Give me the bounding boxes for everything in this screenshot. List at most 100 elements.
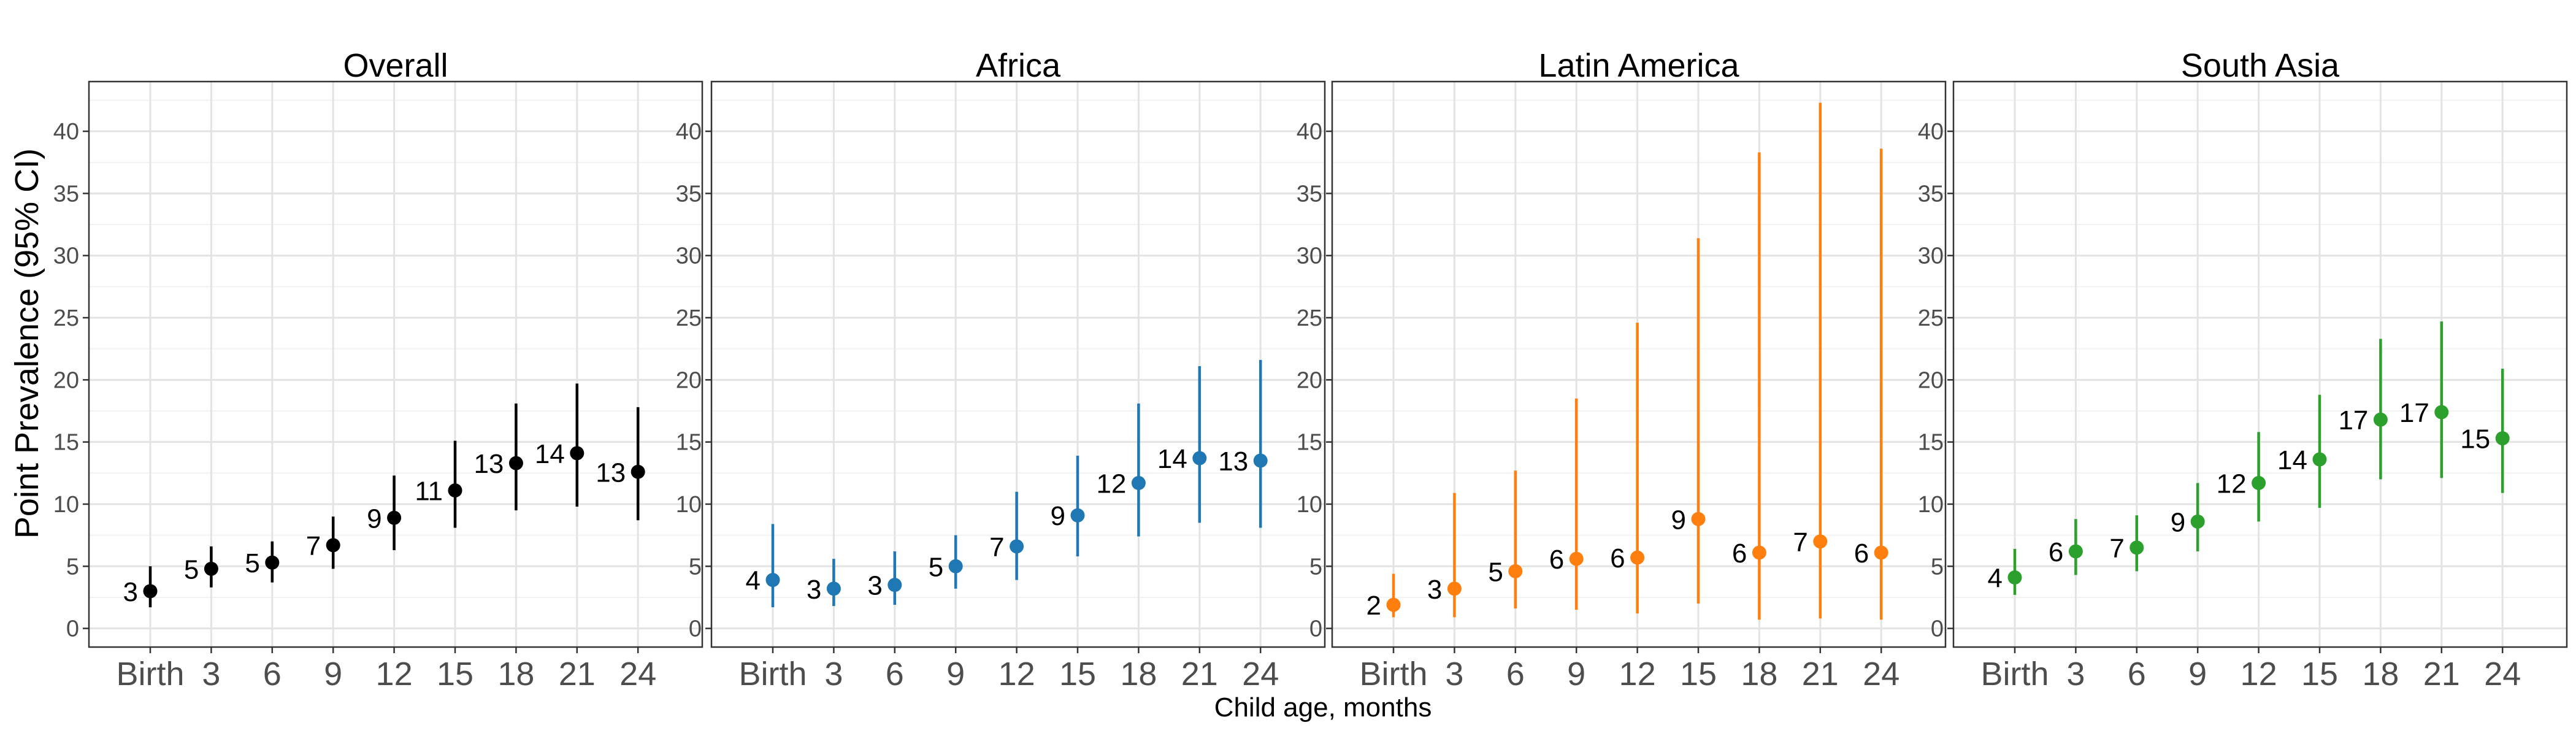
x-tick-label: 12 (2241, 656, 2277, 692)
data-point (1630, 550, 1645, 565)
data-point (143, 584, 158, 599)
y-tick-label: 20 (676, 367, 702, 393)
y-tick-label: 25 (53, 305, 79, 331)
panel-border (1331, 80, 1947, 648)
data-label: 3 (1427, 575, 1442, 605)
y-tick-label: 40 (676, 119, 702, 145)
data-label: 13 (596, 458, 626, 488)
y-tick-label: 25 (1918, 305, 1944, 331)
panel-south-asia: South Asia 0 5 10 15 20 25 30 35 40 Birth 3 6 9 12 15 18… (1918, 47, 2568, 692)
data-point (1874, 545, 1888, 560)
data-label: 17 (2399, 398, 2429, 428)
x-tick-label: Birth (116, 656, 184, 692)
x-tick-label: 15 (1059, 656, 1096, 692)
x-tick-label: 3 (824, 656, 843, 692)
panel-border (1952, 80, 2568, 648)
data-point (1070, 508, 1085, 523)
x-tick-label: 15 (437, 656, 473, 692)
y-tick-label: 30 (53, 243, 79, 269)
x-tick-label: 24 (619, 656, 656, 692)
y-tick-label: 20 (1918, 367, 1944, 393)
data-point (2068, 544, 2083, 559)
x-tick-label: 24 (1242, 656, 1279, 692)
data-label: 15 (2460, 424, 2490, 454)
x-tick-label: 21 (2423, 656, 2460, 692)
data-label: 6 (2049, 537, 2063, 567)
data-label: 12 (1096, 469, 1126, 499)
panel-border (88, 80, 703, 648)
panel-title: South Asia (2181, 47, 2340, 84)
y-tick-label: 30 (1918, 243, 1944, 269)
data-point (1010, 539, 1024, 554)
data-point (204, 561, 218, 576)
data-label: 7 (1793, 527, 1807, 558)
data-point (2252, 476, 2266, 491)
x-axis-title: Child age, months (1214, 692, 1432, 723)
x-tick-label: 24 (2484, 656, 2521, 692)
data-point (2373, 412, 2388, 427)
x-tick-label: 3 (2066, 656, 2085, 692)
x-tick-label: 21 (1181, 656, 1218, 692)
data-label: 6 (1610, 543, 1625, 573)
data-point (1386, 597, 1401, 612)
data-label: 13 (473, 449, 504, 479)
data-label: 3 (123, 577, 138, 607)
y-tick-label: 25 (676, 305, 702, 331)
data-label: 4 (746, 566, 761, 596)
x-tick-label: 18 (2362, 656, 2399, 692)
panel-title: Latin America (1538, 47, 1739, 84)
x-tick-label: 15 (2301, 656, 2338, 692)
data-label: 9 (367, 504, 381, 534)
y-tick-label: 25 (1297, 305, 1322, 331)
data-point (2190, 514, 2205, 529)
data-point (1813, 534, 1828, 549)
data-point (1691, 512, 1706, 526)
y-tick-label: 35 (1297, 181, 1322, 207)
data-label: 14 (1157, 444, 1187, 474)
y-tick-label: 10 (676, 492, 702, 518)
data-label: 7 (2109, 534, 2124, 564)
data-point (1508, 564, 1523, 578)
data-label: 5 (1488, 557, 1503, 587)
data-point (1131, 476, 1146, 491)
x-tick-label: 18 (1741, 656, 1777, 692)
panel-title: Overall (343, 47, 448, 84)
y-tick-label: 35 (676, 181, 702, 207)
x-tick-label: 21 (559, 656, 596, 692)
x-tick-label: 9 (324, 656, 342, 692)
y-tick-label: 30 (676, 243, 702, 269)
x-tick-label: 12 (999, 656, 1035, 692)
data-label: 17 (2338, 405, 2368, 435)
data-point (948, 559, 963, 573)
y-tick-label: 5 (1931, 554, 1944, 580)
data-label: 5 (929, 552, 943, 582)
y-tick-label: 5 (1309, 554, 1322, 580)
x-tick-label: 24 (1863, 656, 1899, 692)
data-label: 9 (1671, 505, 1686, 535)
y-tick-label: 40 (1297, 119, 1322, 145)
y-tick-label: 15 (676, 430, 702, 456)
x-tick-label: 12 (376, 656, 413, 692)
y-tick-label: 35 (1918, 181, 1944, 207)
x-tick-label: Birth (738, 656, 807, 692)
data-label: 11 (415, 477, 443, 507)
x-tick-label: 6 (2128, 656, 2146, 692)
data-label: 4 (1988, 564, 2003, 594)
data-point (887, 578, 902, 592)
data-label: 3 (807, 575, 821, 605)
panel-border (710, 80, 1326, 648)
y-tick-label: 15 (53, 430, 79, 456)
data-point (326, 538, 340, 553)
data-point (1192, 451, 1207, 466)
y-tick-label: 10 (1297, 492, 1322, 518)
x-tick-label: 21 (1802, 656, 1839, 692)
data-label: 7 (306, 531, 321, 561)
x-tick-label: 9 (1567, 656, 1585, 692)
data-label: 5 (184, 554, 199, 585)
data-label: 6 (1732, 539, 1747, 569)
data-label: 14 (535, 439, 565, 469)
